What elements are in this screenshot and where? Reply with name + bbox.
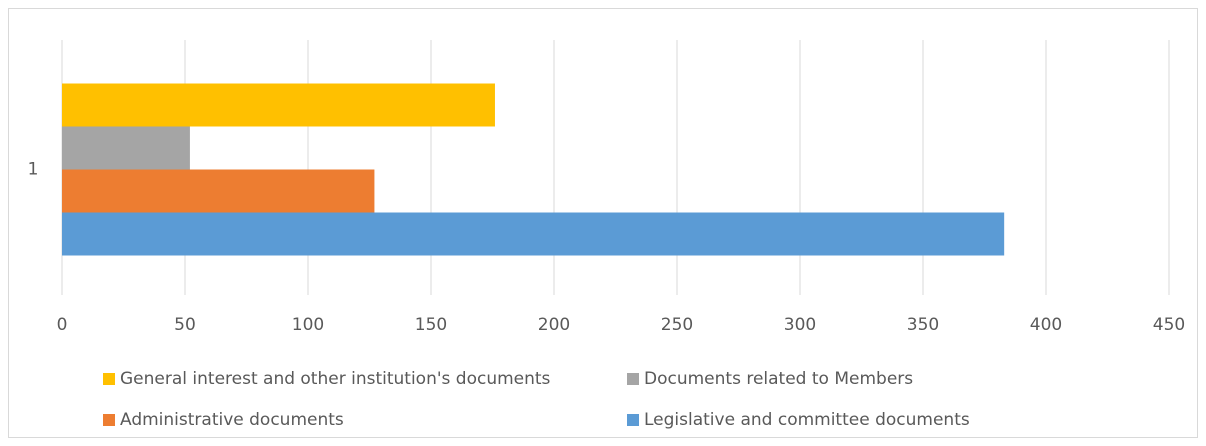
- legend-swatch: [103, 414, 115, 426]
- x-tick-label: 50: [174, 315, 196, 335]
- legend-swatch: [627, 373, 639, 385]
- bar: [62, 169, 375, 213]
- legend-label: Legislative and committee documents: [644, 410, 970, 430]
- legend-label: Administrative documents: [120, 410, 344, 430]
- x-tick-label: 200: [538, 315, 570, 335]
- bar: [62, 83, 495, 127]
- x-tick-label: 350: [907, 315, 939, 335]
- x-tick-label: 450: [1153, 315, 1185, 335]
- y-tick-label: 1: [28, 160, 39, 180]
- x-tick-label: 400: [1030, 315, 1062, 335]
- x-tick-label: 150: [415, 315, 447, 335]
- legend-swatch: [627, 414, 639, 426]
- x-tick-label: 250: [661, 315, 693, 335]
- x-tick-label: 100: [292, 315, 324, 335]
- legend-label: General interest and other institution's…: [120, 369, 551, 389]
- x-tick-label: 0: [57, 315, 68, 335]
- bar: [62, 212, 1005, 256]
- legend-label: Documents related to Members: [644, 369, 913, 389]
- x-tick-label: 300: [784, 315, 816, 335]
- legend-swatch: [103, 373, 115, 385]
- bar: [62, 126, 190, 170]
